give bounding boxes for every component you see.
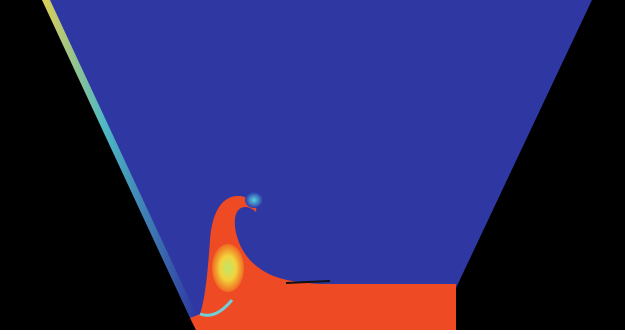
vortex-tip [245,192,263,208]
simulation-image [0,0,625,334]
bottom-border [0,330,625,334]
mixing-core [212,244,244,292]
